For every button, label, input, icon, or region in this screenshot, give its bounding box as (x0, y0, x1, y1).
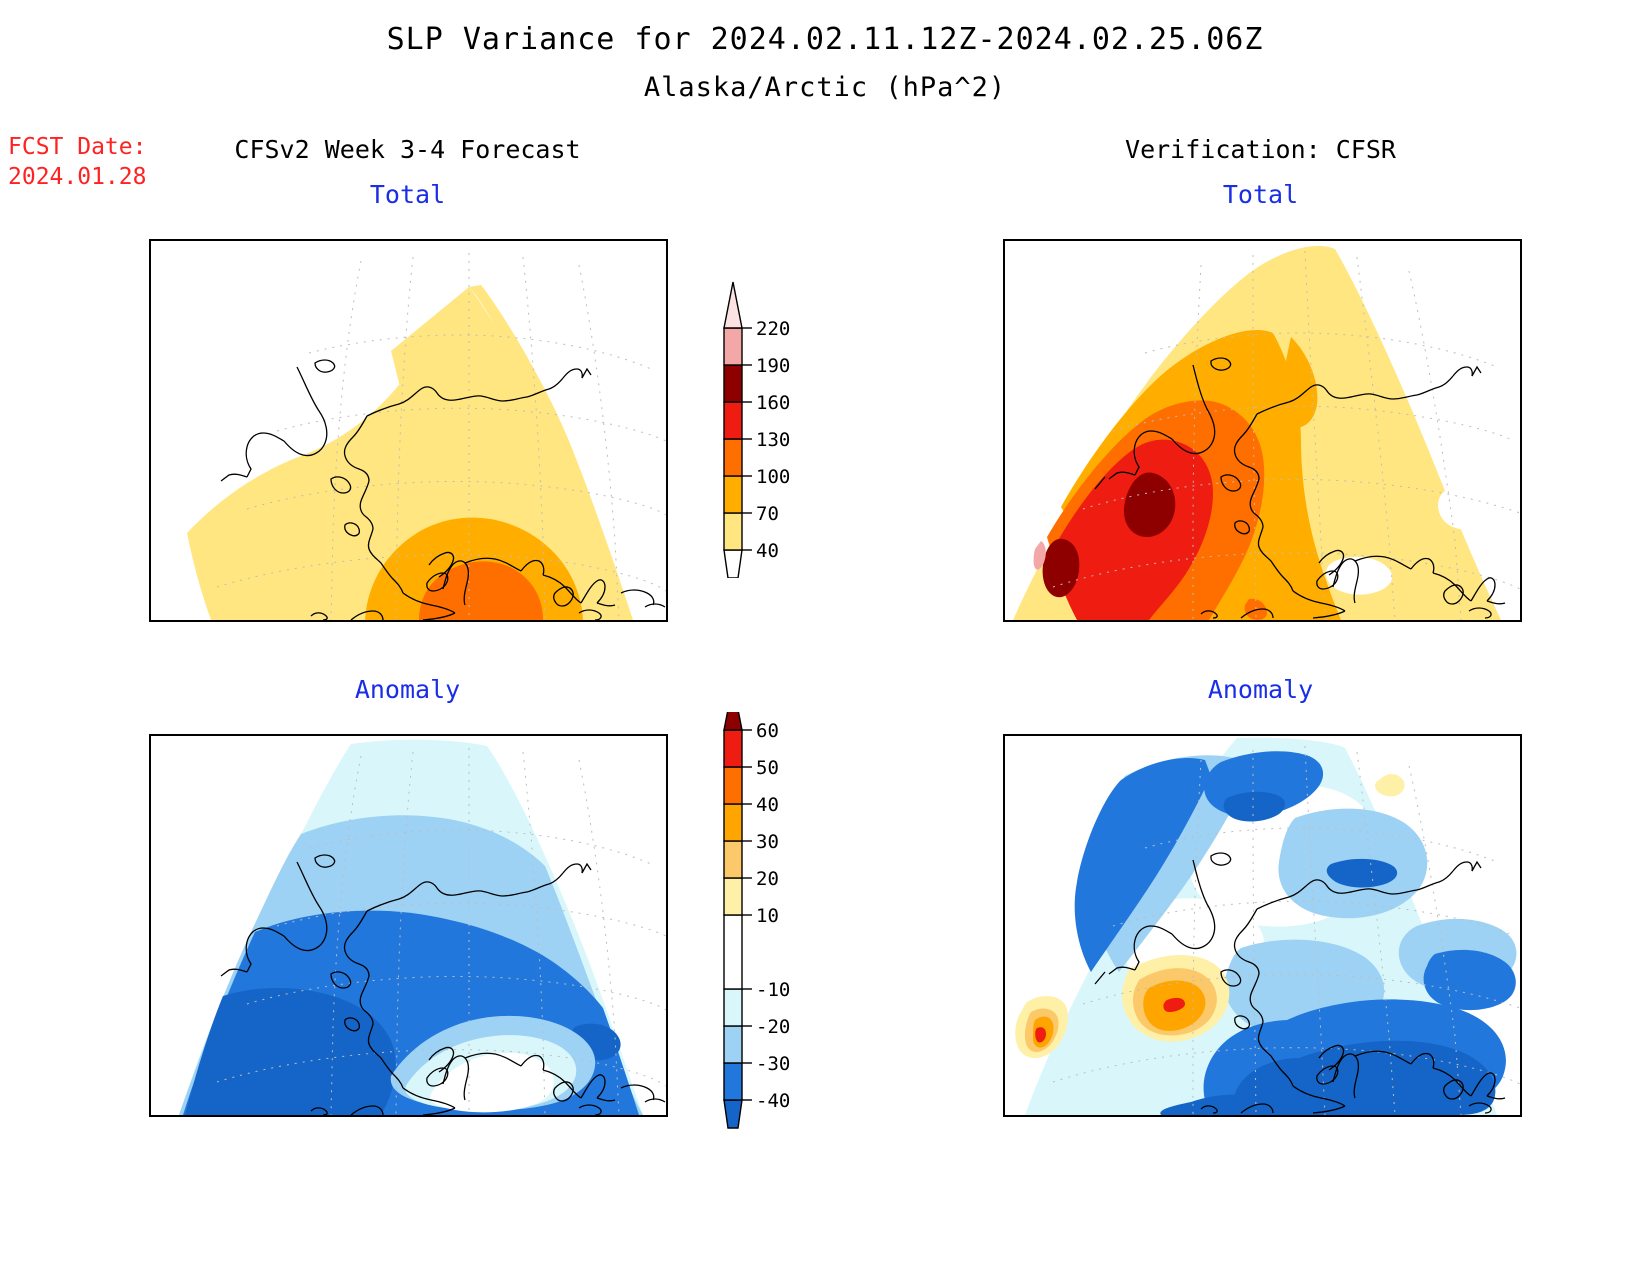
page-subtitle: Alaska/Arctic (hPa^2) (643, 72, 1007, 103)
forecast-date-label: FCST Date: 2024.01.28 (8, 134, 147, 190)
colorbar-ticks (742, 327, 752, 551)
colorbar-tick-labels: -40 -30 -20 -10 10 20 30 40 50 60 (756, 720, 790, 1112)
map-panel-forecast-total (149, 239, 668, 622)
map-panel-verification-anomaly (1003, 734, 1522, 1117)
map-panel-forecast-anomaly (149, 734, 668, 1117)
panel-title-bottom-left: Anomaly (354, 675, 461, 704)
cbar-anom-label-20: 20 (756, 868, 779, 890)
cbar-total-label-40: 40 (756, 540, 779, 562)
contour-fill-layer (179, 739, 643, 1115)
model-source-label: CFSv2 Week 3-4 Forecast (234, 135, 581, 164)
cbar-anom-label-neg40: -40 (756, 1090, 790, 1112)
verification-source-label: Verification: CFSR (1125, 135, 1396, 164)
contour-fill-layer (187, 285, 633, 620)
map-panel-verification-total (1003, 239, 1522, 622)
panel-title-bottom-right: Anomaly (1207, 675, 1314, 704)
graticule (1052, 250, 1520, 620)
page-title: SLP Variance for 2024.02.11.12Z-2024.02.… (386, 22, 1264, 57)
cbar-anom-label-neg20: -20 (756, 1016, 790, 1038)
coastline (1094, 852, 1506, 1114)
cbar-anom-label-10: 10 (756, 905, 779, 927)
cbar-total-label-130: 130 (756, 429, 790, 451)
coastline (220, 854, 666, 1115)
contour-fill-layer (1013, 245, 1518, 620)
total-variance-colorbar: 40 70 100 130 160 190 220 (700, 268, 850, 578)
colorbar-swatches (723, 712, 743, 1129)
cbar-total-label-220: 220 (756, 318, 790, 340)
cbar-anom-label-neg30: -30 (756, 1053, 790, 1075)
anomaly-colorbar: -40 -30 -20 -10 10 20 30 40 50 60 (700, 712, 850, 1132)
panel-title-top-right: Total (1222, 180, 1299, 209)
coastline (220, 359, 666, 620)
cbar-anom-label-40: 40 (756, 794, 779, 816)
cbar-total-label-100: 100 (756, 466, 790, 488)
cbar-anom-label-50: 50 (756, 757, 779, 779)
contour-fill-layer (1013, 737, 1517, 1115)
cbar-total-label-160: 160 (756, 392, 790, 414)
colorbar-swatches (723, 281, 743, 578)
cbar-total-label-190: 190 (756, 355, 790, 377)
cbar-total-label-70: 70 (756, 503, 779, 525)
colorbar-tick-labels: 40 70 100 130 160 190 220 (756, 318, 790, 562)
graticule (1052, 745, 1520, 1115)
coastline (1094, 357, 1506, 619)
cbar-anom-label-neg10: -10 (756, 979, 790, 1001)
cbar-anom-label-30: 30 (756, 831, 779, 853)
cbar-anom-label-60: 60 (756, 720, 779, 742)
panel-title-top-left: Total (369, 180, 446, 209)
colorbar-ticks (742, 729, 752, 1101)
